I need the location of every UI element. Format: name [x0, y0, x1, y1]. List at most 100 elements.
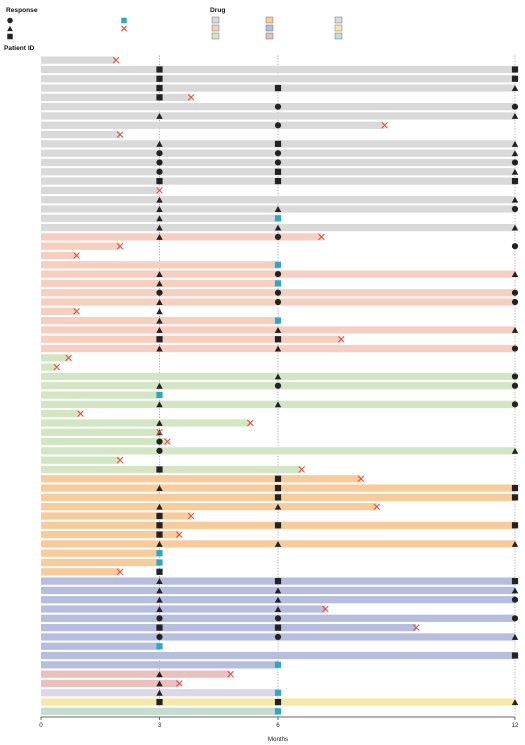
patient-row: [41, 707, 282, 715]
patient-row: [41, 307, 163, 315]
cross-stroke-b: [164, 438, 171, 445]
legend: Response Drug: [6, 7, 343, 40]
event-failure-marker: [274, 484, 282, 492]
event-failure-marker: [274, 624, 282, 631]
patient-row: [41, 586, 519, 595]
event-complete-marker: [511, 243, 519, 250]
event-failure-marker: [156, 568, 163, 575]
event-ended-marker: [156, 643, 163, 650]
x-tick-label: 0: [39, 722, 43, 729]
event-complete-marker: [511, 401, 519, 408]
event-complete-marker: [511, 159, 519, 166]
patient-row: [41, 140, 519, 148]
patient-row: [41, 317, 282, 325]
event-complete-marker: [156, 150, 163, 157]
patient-bar: [41, 661, 278, 669]
cross-stroke-b: [116, 243, 124, 250]
event-failure-marker: [274, 494, 282, 501]
patient-row: [41, 84, 519, 92]
legend-complete-icon: [7, 17, 13, 24]
event-failure-marker: [511, 177, 519, 185]
patient-bar: [41, 558, 160, 567]
event-failure-marker: [511, 494, 519, 501]
legend-prednisolone-swatch: [265, 24, 274, 32]
event-failure-marker: [274, 168, 282, 175]
event-partial-marker: [156, 485, 163, 492]
patient-row: [41, 484, 519, 492]
event-failure-marker: [156, 94, 163, 101]
event-discontinued-marker: [322, 605, 329, 613]
x-axis: 0 3 6 12: [39, 716, 519, 729]
event-complete-marker: [511, 345, 519, 352]
patient-row: [41, 65, 519, 74]
event-partial-marker: [511, 85, 519, 92]
event-partial-marker: [156, 587, 163, 594]
patient-row: [41, 196, 519, 204]
patient-row: [41, 186, 163, 195]
patient-row: [41, 75, 519, 83]
event-discontinued-marker: [338, 336, 345, 343]
cross-stroke-b: [156, 429, 163, 436]
event-discontinued-marker: [116, 457, 124, 464]
event-complete-marker: [274, 150, 282, 157]
event-complete-marker: [511, 373, 519, 380]
cross-stroke-b: [357, 475, 365, 482]
event-partial-marker: [156, 224, 163, 231]
patient-row: [41, 251, 80, 260]
event-discontinued-marker: [247, 419, 254, 427]
event-partial-marker: [274, 401, 282, 408]
patient-bar: [41, 75, 515, 83]
patient-bar: [41, 465, 302, 474]
cross-stroke-b: [73, 252, 80, 259]
event-failure-marker: [156, 84, 163, 92]
legend-response-title: Response: [6, 7, 38, 14]
legend-failure-icon: [7, 33, 13, 40]
patient-row: [41, 530, 183, 539]
patient-row: [41, 261, 282, 269]
patient-row: [41, 623, 420, 632]
event-complete-marker: [274, 298, 282, 306]
legend-drug-items: [211, 16, 343, 40]
event-failure-marker: [156, 66, 163, 73]
cross-stroke-b: [176, 531, 183, 538]
event-complete-marker: [274, 103, 282, 110]
event-complete-marker: [274, 271, 282, 278]
patient-bar: [41, 670, 231, 678]
patient-row: [41, 363, 60, 371]
event-failure-marker: [274, 698, 282, 706]
event-failure-marker: [156, 177, 163, 185]
event-partial-marker: [274, 326, 282, 333]
patient-row: [41, 298, 519, 306]
cross-stroke-b: [247, 419, 254, 427]
patient-row: [41, 242, 519, 250]
patient-row: [41, 391, 163, 399]
patient-bar: [41, 410, 81, 418]
event-complete-marker: [156, 447, 163, 454]
event-partial-marker: [511, 113, 519, 119]
event-complete-marker: [274, 633, 282, 641]
patient-bar: [41, 568, 120, 576]
patient-row: [41, 279, 282, 288]
patient-bar: [41, 447, 515, 455]
event-failure-marker: [156, 698, 163, 706]
x-tick-label: 3: [158, 722, 162, 729]
event-complete-marker: [274, 382, 282, 389]
event-failure-marker: [274, 522, 282, 529]
legend-drug-title: Drug: [210, 7, 225, 14]
patient-row: [41, 233, 325, 241]
event-discontinued-marker: [298, 466, 305, 473]
event-discontinued-marker: [112, 56, 120, 64]
patient-row: [41, 651, 519, 660]
event-complete-marker: [274, 615, 282, 622]
patient-bar: [41, 261, 278, 269]
patient-row: [41, 475, 365, 483]
patient-bar: [41, 475, 361, 483]
cross-stroke-b: [322, 605, 329, 613]
cross-stroke-b: [187, 512, 195, 520]
legend-azatoci-swatch: [334, 16, 343, 24]
event-ended-marker: [274, 317, 282, 324]
event-complete-marker: [511, 205, 519, 213]
legend-romiplostim-swatch: [334, 24, 343, 32]
patient-bar: [41, 56, 117, 64]
